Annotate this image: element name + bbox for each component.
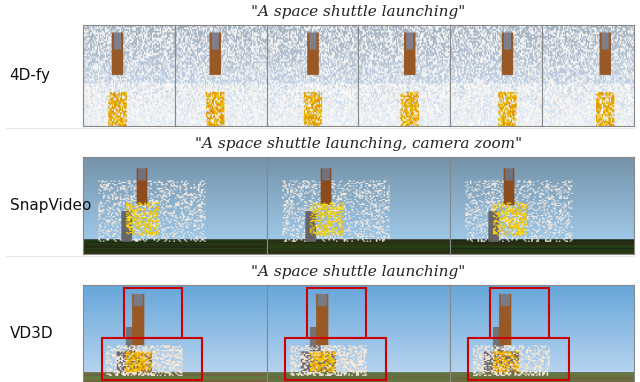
Text: 4D-fy: 4D-fy xyxy=(10,68,51,83)
Bar xyxy=(285,338,386,380)
Text: "A space shuttle launching, camera zoom": "A space shuttle launching, camera zoom" xyxy=(195,137,522,151)
Bar xyxy=(490,288,549,338)
Bar xyxy=(307,288,365,338)
Text: "A space shuttle launching": "A space shuttle launching" xyxy=(252,265,465,279)
Bar xyxy=(102,338,202,380)
Text: VD3D: VD3D xyxy=(10,326,53,341)
Text: "A space shuttle launching": "A space shuttle launching" xyxy=(252,5,465,19)
Bar xyxy=(124,288,182,338)
Bar xyxy=(468,338,570,380)
Text: SnapVideo: SnapVideo xyxy=(10,198,91,213)
